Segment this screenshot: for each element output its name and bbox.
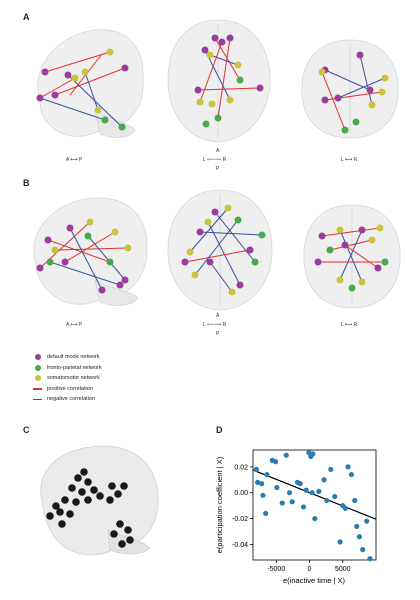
data-point <box>274 484 280 491</box>
data-point <box>316 488 322 495</box>
fpn-dot-icon <box>34 364 41 371</box>
y-tick-label: 0.00 <box>234 490 248 497</box>
data-point <box>310 451 316 457</box>
data-point <box>263 510 269 517</box>
edges-b-axial <box>184 207 263 293</box>
orientation-a-coronal: L ⟷ R <box>341 157 358 163</box>
legend-label: fronto-parietal network <box>47 364 102 371</box>
data-point <box>328 466 334 473</box>
data-point <box>337 539 343 545</box>
data-point <box>332 493 338 500</box>
data-point <box>300 504 307 510</box>
data-point <box>260 492 266 498</box>
negative-line-icon <box>33 398 42 400</box>
data-point <box>283 452 289 458</box>
data-point <box>345 464 351 470</box>
panel-label-b: B <box>23 178 30 188</box>
data-point <box>309 490 315 496</box>
data-point <box>367 556 373 562</box>
orientation-b-axial-lr: L ⟸⟹ R <box>203 322 227 328</box>
x-axis-label: e(inactive time | X) <box>283 576 345 585</box>
x-tick-label: 5000 <box>335 566 351 573</box>
data-point <box>354 523 360 529</box>
panel-label-a: A <box>23 12 30 22</box>
x-tick-label: 0 <box>308 566 312 573</box>
data-point <box>286 490 293 496</box>
legend-item-negative: negative correlation <box>33 394 102 405</box>
network-legend: default mode network fronto-parietal net… <box>33 352 102 405</box>
data-point <box>352 497 358 504</box>
y-tick-label: -0.02 <box>232 516 248 523</box>
orientation-b-sagittal: A ⟷ P <box>66 322 83 328</box>
smn-dot-icon <box>34 375 41 382</box>
nodes-a-sagittal <box>36 48 129 131</box>
edges-a-axial <box>197 37 261 119</box>
y-axis-label: e(participation coefficient | X) <box>215 456 224 553</box>
data-point <box>312 515 318 522</box>
nodes-a-axial <box>194 34 264 128</box>
data-point <box>321 477 327 483</box>
data-point <box>356 534 362 540</box>
y-tick-label: 0.02 <box>234 464 248 471</box>
data-point <box>289 499 295 505</box>
orientation-a-axial-top: A <box>216 148 220 154</box>
data-point <box>348 471 354 478</box>
orientation-a-axial-lr: L ⟸⟹ R <box>203 157 227 163</box>
edges-b-coronal <box>318 227 385 283</box>
plot-frame <box>252 449 377 561</box>
legend-label: positive correlation <box>47 385 93 392</box>
data-point <box>324 497 330 504</box>
legend-item-fpn: fronto-parietal network <box>33 363 102 374</box>
legend-item-dmn: default mode network <box>33 352 102 363</box>
data-point <box>255 479 261 485</box>
orientation-b-axial-bottom: P <box>216 331 220 337</box>
panel-label-c: C <box>23 425 30 435</box>
data-point <box>360 547 366 553</box>
orientation-a-sagittal: A ⟷ P <box>66 157 83 163</box>
legend-item-smn: somatomotor network <box>33 373 102 384</box>
legend-item-positive: positive correlation <box>33 384 102 395</box>
data-point <box>279 500 285 506</box>
data-point <box>303 487 309 493</box>
nodes-b-sagittal <box>36 218 132 294</box>
data-point <box>364 518 370 524</box>
dmn-dot-icon <box>34 354 41 361</box>
data-point <box>273 459 279 465</box>
edges-b-sagittal <box>39 221 129 291</box>
panel-label-d: D <box>216 425 223 435</box>
data-point <box>253 466 259 473</box>
data-point <box>264 471 270 478</box>
edges-a-coronal <box>321 54 386 131</box>
data-point <box>297 481 303 487</box>
nodes-b-coronal <box>314 224 389 292</box>
data-points <box>253 449 373 562</box>
legend-label: somatomotor network <box>47 375 100 382</box>
orientation-b-coronal: L ⟷ R <box>341 322 358 328</box>
regression-line <box>252 469 377 520</box>
nodes-a-coronal <box>318 51 389 134</box>
legend-label: default mode network <box>47 354 100 361</box>
nodes-c <box>46 468 134 548</box>
positive-line-icon <box>33 388 42 390</box>
y-axis-ticks: -0.04 -0.02 0.00 0.02 <box>232 464 253 549</box>
orientation-b-axial-top: A <box>216 313 220 319</box>
data-point <box>342 505 349 511</box>
nodes-b-axial <box>181 204 266 296</box>
legend-label: negative correlation <box>47 396 96 403</box>
orientation-a-axial-bottom: P <box>216 166 220 172</box>
data-point <box>306 449 312 456</box>
y-tick-label: -0.04 <box>232 542 248 549</box>
x-tick-label: -5000 <box>267 566 285 573</box>
x-axis-ticks: -5000 0 5000 <box>267 560 351 573</box>
data-point <box>259 481 265 487</box>
